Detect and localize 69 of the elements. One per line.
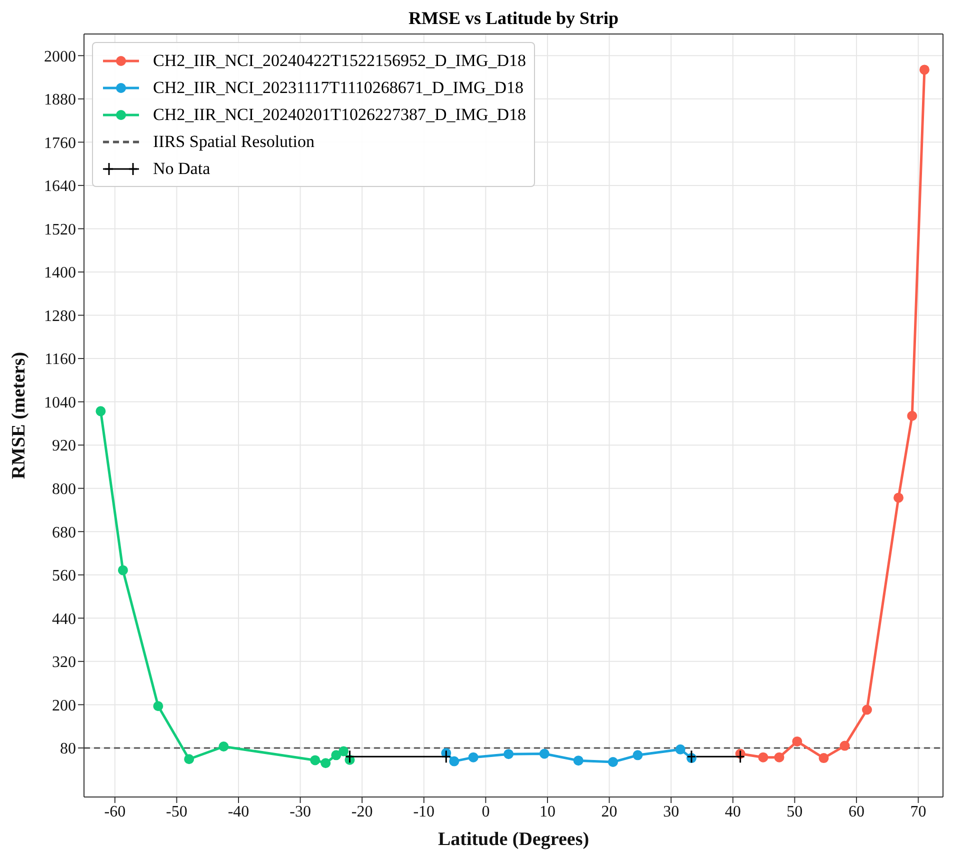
point xyxy=(573,756,584,766)
point xyxy=(675,744,686,754)
point xyxy=(344,750,354,764)
point xyxy=(218,742,229,752)
y-tick-label: 440 xyxy=(52,610,76,628)
point xyxy=(118,565,128,576)
point xyxy=(320,758,331,768)
point xyxy=(907,410,918,421)
y-tick-label: 1520 xyxy=(44,221,76,238)
x-tick-label: 50 xyxy=(786,803,803,820)
y-tick-label: 1400 xyxy=(44,264,76,282)
legend-label: CH2_IIR_NCI_20240422T1522156952_D_IMG_D18 xyxy=(153,50,526,70)
y-tick-label: 1280 xyxy=(44,308,76,325)
point xyxy=(468,752,478,762)
point xyxy=(862,704,872,715)
y-tick-label: 2000 xyxy=(44,48,76,66)
x-axis-title: Latitude (Degrees) xyxy=(438,829,590,850)
point xyxy=(539,748,550,759)
y-tick-label: 800 xyxy=(52,481,76,498)
y-tick-label: 1160 xyxy=(44,351,76,368)
x-tick-label: -30 xyxy=(290,803,311,820)
point xyxy=(736,750,746,764)
point xyxy=(184,754,194,764)
point xyxy=(919,64,930,75)
point xyxy=(608,757,618,768)
x-tick-label: 40 xyxy=(724,803,741,820)
y-tick-label: 80 xyxy=(60,740,76,758)
x-tick-label: 70 xyxy=(910,803,926,820)
y-tick-label: 1040 xyxy=(44,394,76,412)
y-tick-label: 920 xyxy=(52,438,76,455)
point xyxy=(632,750,643,760)
point xyxy=(504,749,514,760)
point xyxy=(310,755,320,766)
point xyxy=(449,756,460,766)
point xyxy=(338,746,349,756)
y-tick-label: 680 xyxy=(52,524,76,542)
legend-label: IIRS Spatial Resolution xyxy=(153,132,314,152)
y-tick-label: 200 xyxy=(52,697,76,714)
y-tick-label: 1640 xyxy=(44,178,76,196)
x-tick-label: -10 xyxy=(413,803,435,820)
point xyxy=(774,752,784,762)
x-tick-label: 0 xyxy=(482,803,490,820)
point xyxy=(686,750,696,764)
y-tick-label: 1880 xyxy=(44,92,76,109)
y-tick-label: 560 xyxy=(52,568,76,585)
chart-title: RMSE vs Latitude by Strip xyxy=(407,8,620,29)
point xyxy=(818,753,829,764)
point xyxy=(758,752,768,762)
legend-label: CH2_IIR_NCI_20240201T1026227387_D_IMG_D18 xyxy=(153,104,526,124)
x-tick-label: -60 xyxy=(104,803,126,820)
point xyxy=(792,736,802,746)
point xyxy=(153,701,164,712)
point xyxy=(441,750,451,764)
point xyxy=(331,750,342,760)
x-tick-label: 10 xyxy=(539,803,556,820)
x-tick-label: 30 xyxy=(663,803,680,820)
x-tick-label: 60 xyxy=(848,803,864,820)
x-tick-label: -40 xyxy=(228,803,250,820)
legend-label: No Data xyxy=(153,158,210,178)
y-tick-label: 1760 xyxy=(44,134,76,152)
x-tick-label: 20 xyxy=(601,803,618,820)
y-tick-label: 320 xyxy=(52,654,76,672)
point xyxy=(840,740,850,751)
point xyxy=(96,406,106,416)
x-tick-label: -20 xyxy=(351,803,373,820)
legend-label: CH2_IIR_NCI_20231117T1110268671_D_IMG_D18 xyxy=(153,78,524,98)
point xyxy=(894,492,904,503)
y-axis-title: RMSE (meters) xyxy=(8,352,30,480)
x-tick-label: -50 xyxy=(166,803,188,820)
